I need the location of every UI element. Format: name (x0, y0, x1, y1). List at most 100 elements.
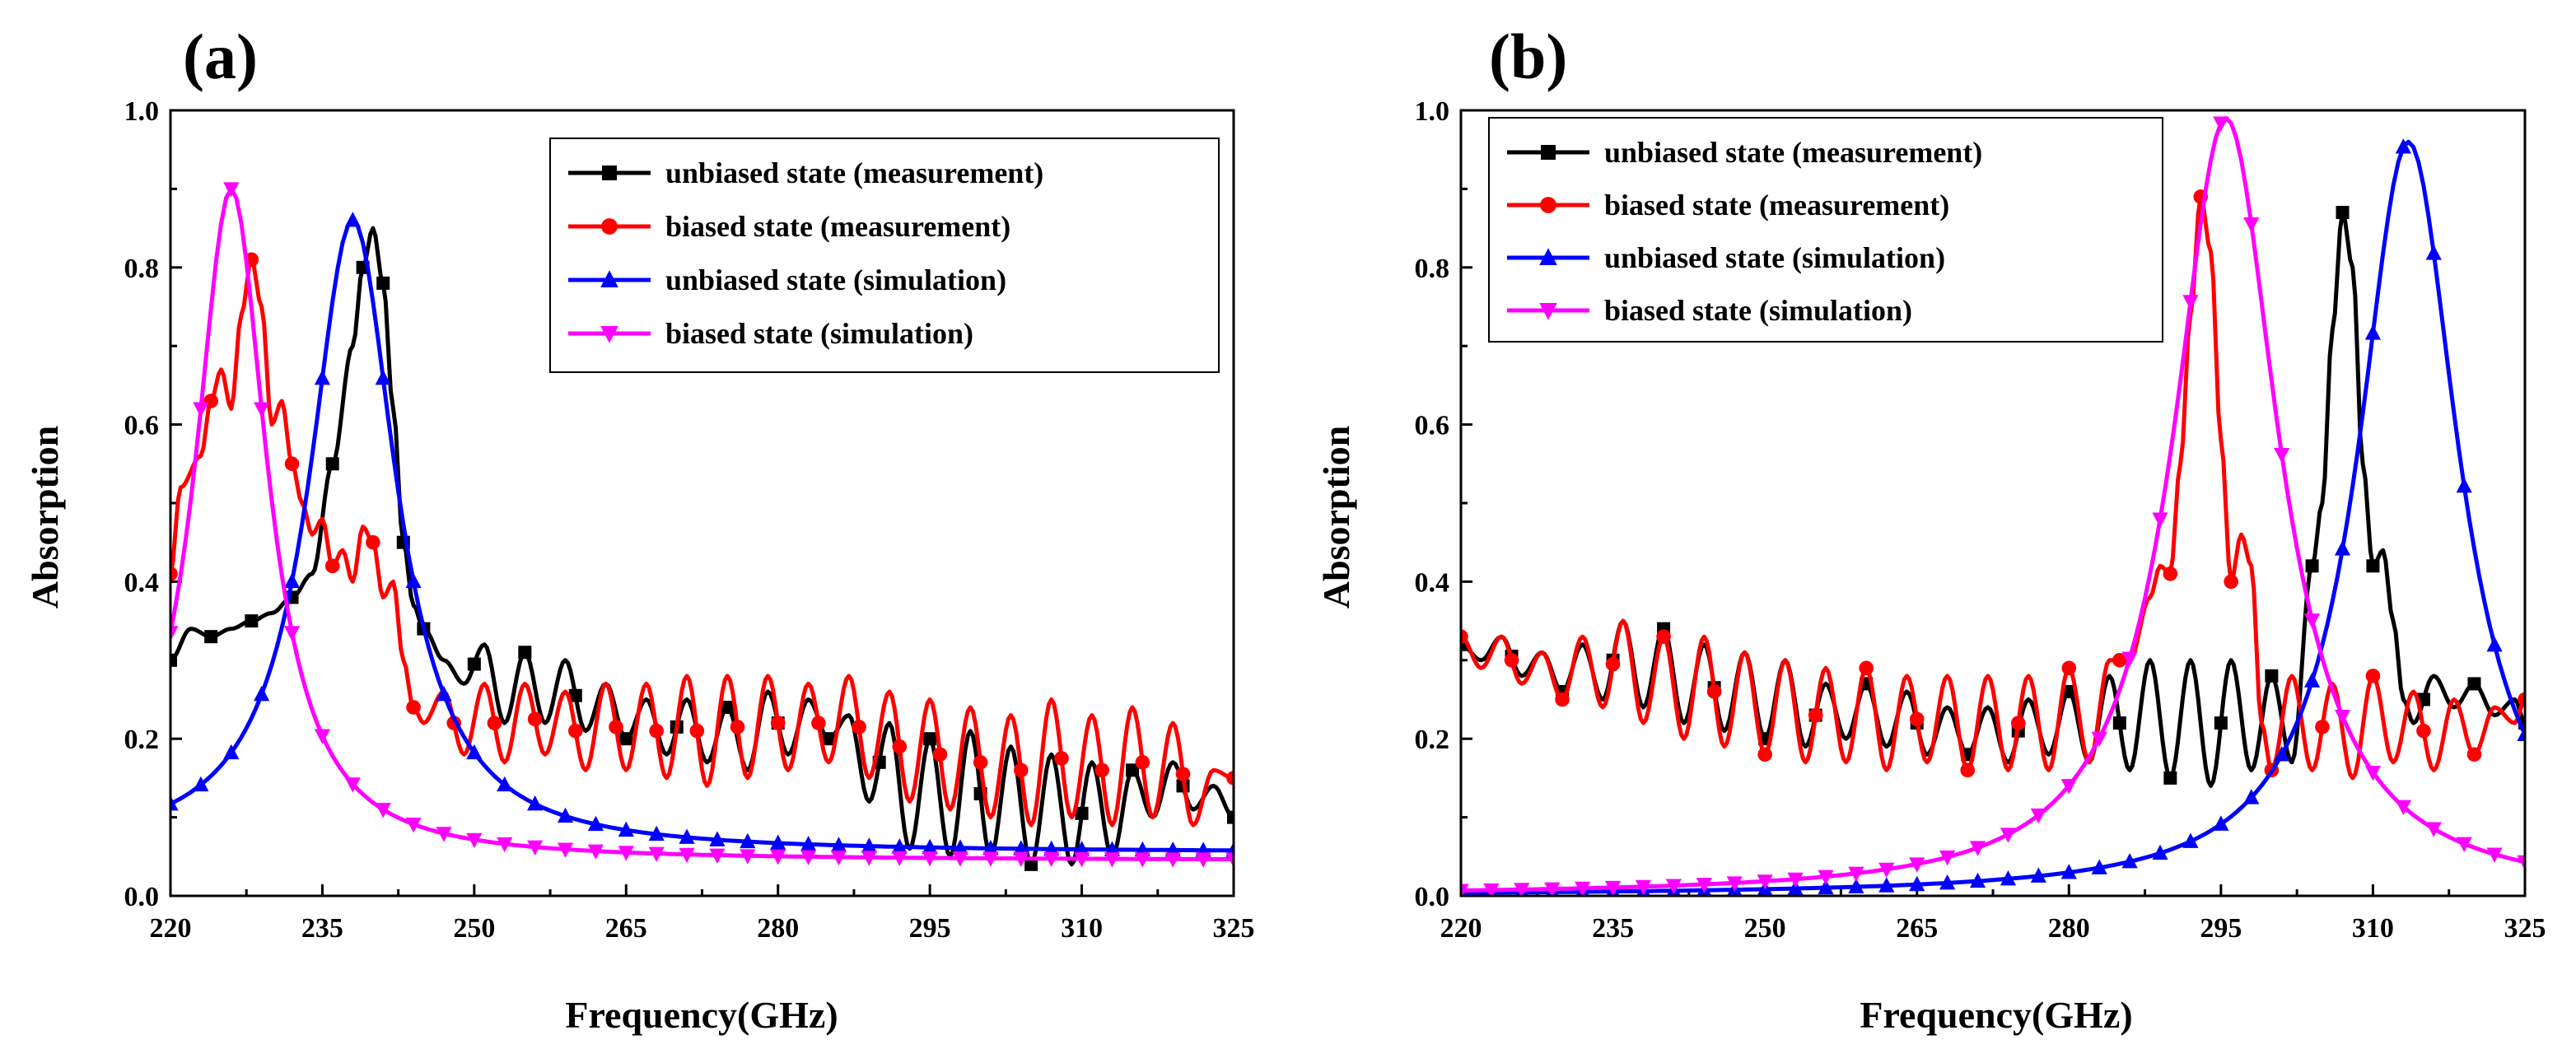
data-point-b-4-5 (1575, 881, 1591, 896)
data-point-a-1-25 (1227, 810, 1234, 824)
data-point-a-2-17 (811, 716, 826, 730)
data-point-a-2-24 (1094, 762, 1109, 778)
data-point-a-4-1 (170, 626, 179, 641)
data-point-a-1-1 (170, 653, 177, 667)
data-point-a-2-21 (973, 755, 988, 770)
data-point-b-2-12 (2010, 716, 2026, 730)
data-point-b-1-13 (2062, 684, 2076, 698)
data-point-a-2-12 (609, 720, 623, 734)
data-point-a-4-9 (405, 818, 422, 833)
data-point-a-1-23 (1126, 763, 1140, 777)
data-point-b-4-1 (1461, 884, 1469, 896)
data-point-b-4-21 (2060, 779, 2077, 795)
data-point-b-4-15 (1878, 862, 1895, 879)
data-point-a-4-15 (587, 844, 604, 860)
data-point-a-1-10 (467, 657, 481, 671)
data-point-b-4-16 (1909, 857, 1925, 873)
data-point-b-3-20 (2030, 867, 2046, 883)
legend-marker-a-2 (601, 218, 618, 235)
x-tick-label-b-6: 295 (2200, 913, 2242, 944)
data-point-a-4-26 (922, 851, 938, 867)
data-point-a-2-13 (649, 723, 664, 739)
y-tick-label-a-3: 0.4 (124, 567, 160, 598)
data-point-a-4-3 (223, 182, 240, 198)
data-point-b-4-28 (2274, 448, 2290, 464)
plot-frame-a (169, 109, 1235, 897)
data-point-a-4-8 (375, 803, 391, 818)
x-tick-label-b-5: 280 (2048, 913, 2090, 944)
x-axis-title-a: Frequency(GHz) (565, 994, 838, 1036)
data-point-a-2-15 (730, 720, 745, 734)
legend-marker-b-2 (1540, 197, 1556, 213)
data-point-a-3-24 (861, 837, 877, 853)
data-point-a-3-27 (952, 839, 968, 855)
data-point-a-3-3 (223, 744, 240, 760)
data-point-b-4-9 (1696, 878, 1712, 893)
x-tick-label-b-1: 220 (1440, 913, 1482, 944)
data-point-a-1-21 (1024, 857, 1038, 871)
data-point-b-3-17 (1939, 874, 1956, 890)
data-point-a-3-13 (527, 795, 544, 811)
data-point-b-3-22 (2091, 859, 2107, 874)
data-point-b-3-21 (2060, 864, 2077, 879)
data-point-b-4-2 (1483, 883, 1500, 896)
data-point-a-3-23 (830, 837, 847, 852)
data-point-a-3-7 (344, 212, 361, 227)
data-point-b-2-10 (1909, 711, 1925, 727)
data-point-b-2-23 (2518, 692, 2525, 707)
data-point-a-3-30 (1043, 840, 1060, 856)
data-point-b-3-15 (1878, 877, 1895, 893)
y-tick-label-b-6: 1.0 (1415, 96, 1450, 127)
data-point-a-1-7 (376, 276, 390, 290)
data-point-a-4-29 (1013, 851, 1029, 867)
legend-b: unbiased state (measurement) biased state… (1488, 117, 2163, 343)
data-point-a-2-1 (170, 566, 178, 581)
data-point-b-2-17 (2224, 574, 2238, 590)
data-point-b-1-18 (2305, 559, 2319, 573)
data-point-b-2-21 (2416, 723, 2431, 739)
legend-label-b-3: unbiased state (simulation) (1604, 241, 1945, 274)
x-tick-label-b-7: 310 (2352, 913, 2394, 944)
data-point-a-2-10 (527, 711, 543, 727)
data-point-b-3-19 (2000, 870, 2017, 886)
data-point-a-3-2 (193, 776, 209, 792)
panel-label-b: (b) (1489, 21, 1567, 92)
x-tick-label-b-3: 250 (1744, 913, 1786, 944)
data-point-a-4-18 (679, 847, 695, 864)
data-point-b-2-13 (2061, 660, 2077, 676)
data-point-b-2-9 (1859, 660, 1874, 676)
plot-area-a (169, 109, 1235, 897)
data-point-b-1-14 (2112, 716, 2126, 730)
data-point-b-3-32 (2395, 138, 2411, 154)
y-tick-label-a-4: 0.6 (124, 411, 160, 441)
plot-frame-b (1459, 109, 2527, 897)
y-tick-label-b-2: 0.2 (1415, 725, 1450, 755)
y-axis-title-b: Absorption (1315, 426, 1357, 608)
data-point-b-4-10 (1726, 876, 1743, 892)
legend-label-a-2: biased state (measurement) (665, 210, 1010, 243)
data-point-a-3-11 (466, 744, 483, 760)
y-axis-title-a: Absorption (24, 426, 66, 608)
x-tick-label-a-5: 280 (757, 913, 799, 944)
data-point-b-4-17 (1939, 850, 1956, 866)
data-point-b-3-33 (2425, 245, 2442, 260)
data-point-b-3-31 (2364, 324, 2382, 340)
panel-label-a: (a) (183, 21, 258, 92)
data-point-b-1-1 (1461, 637, 1468, 651)
legend-label-b-4: biased state (simulation) (1604, 294, 1912, 327)
data-point-a-3-21 (770, 834, 786, 850)
data-point-b-2-8 (1808, 707, 1823, 723)
data-point-b-4-27 (2243, 217, 2260, 233)
data-point-a-1-19 (923, 732, 937, 746)
data-point-a-3-25 (891, 838, 908, 854)
data-point-b-4-35 (2486, 847, 2503, 863)
data-point-b-4-26 (2213, 116, 2229, 132)
legend-label-b-1: unbiased state (measurement) (1604, 136, 1982, 169)
legend-box-b (1488, 117, 2163, 343)
series-line-b-4 (1461, 116, 2525, 893)
legend-label-b-2: biased state (measurement) (1604, 189, 1949, 221)
y-tick-label-b-1: 0.0 (1415, 882, 1450, 912)
y-tick-label-b-5: 0.8 (1415, 254, 1450, 284)
data-point-b-4-11 (1757, 874, 1773, 890)
data-point-b-4-25 (2182, 295, 2199, 310)
